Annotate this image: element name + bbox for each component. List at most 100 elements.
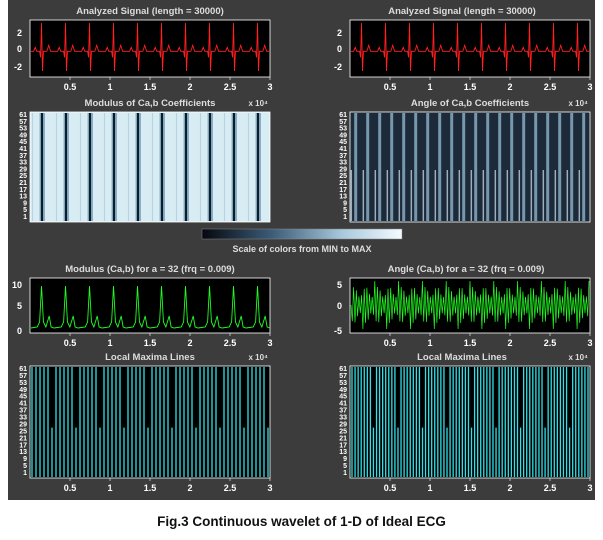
- scale-tick-label: 5: [23, 463, 27, 470]
- x-tick-label: 1.5: [464, 338, 477, 348]
- x-tick-label: 1.5: [144, 483, 157, 493]
- coeff-band-light: [151, 113, 154, 221]
- scale-tick-label: 41: [339, 146, 347, 153]
- signal-left-title: Analyzed Signal (length = 30000): [76, 6, 224, 17]
- angle-band: [378, 113, 382, 221]
- scale-tick-label: 29: [339, 421, 347, 428]
- signal-left-ytick: 2: [17, 28, 22, 38]
- angle-band-low: [362, 170, 365, 221]
- modulus-line: [30, 285, 271, 329]
- coeff-band-light: [79, 113, 82, 221]
- modulus-line-xticks: 0.5 1 1.5 2 2.5 3: [64, 333, 273, 348]
- angle-band: [510, 113, 514, 221]
- angle-band: [354, 113, 358, 221]
- angle-band-low: [530, 170, 533, 221]
- angle-band: [462, 113, 466, 221]
- angle-band-low: [422, 170, 425, 221]
- x-tick-label: 0.5: [64, 483, 77, 493]
- scale-tick-label: 13: [19, 449, 27, 456]
- scale-tick-label: 9: [343, 456, 347, 463]
- scale-tick-label: 57: [339, 373, 347, 380]
- maxima-right-plot: [349, 365, 591, 479]
- angle-band-low: [482, 170, 485, 221]
- signal-right-ytick: 0: [337, 44, 342, 54]
- scale-tick-label: 17: [19, 442, 27, 449]
- scale-tick-label: 61: [19, 112, 27, 119]
- modulus-line-ytick: 0: [17, 326, 22, 336]
- scale-tick-label: 49: [339, 132, 347, 139]
- modulus-line-ytick: 5: [17, 301, 22, 311]
- angle-band: [486, 113, 490, 221]
- x-tick-label: 2: [507, 338, 512, 348]
- coeff-band-core: [185, 113, 187, 221]
- angle-line-ytick: 5: [337, 280, 342, 290]
- x-tick-label: 1: [107, 338, 112, 348]
- x-tick-label: 1: [427, 338, 432, 348]
- x-tick-label: 1: [107, 483, 112, 493]
- angle-line-ytick: 0: [337, 301, 342, 311]
- x-tick-label: 1: [427, 483, 432, 493]
- scale-tick-label: 17: [19, 187, 27, 194]
- scale-tick-label: 33: [19, 415, 27, 422]
- signal-left-trace: [31, 22, 270, 72]
- angle-band-low: [578, 170, 581, 221]
- angle-band-low: [350, 170, 353, 221]
- angle-band-low: [518, 170, 521, 221]
- x-tick-label: 2.5: [224, 483, 237, 493]
- scale-tick-label: 17: [339, 442, 347, 449]
- coeff-band-core: [233, 113, 235, 221]
- coeff-band-core: [41, 113, 43, 221]
- modulus-line-ytick: 10: [12, 280, 22, 290]
- angle-coeff-plot: [349, 111, 591, 223]
- modulus-line-title: Modulus (Ca,b) for a = 32 (frq = 0.009): [65, 264, 234, 275]
- x-tick-label: 3: [267, 483, 272, 493]
- signal-right-trace: [351, 22, 590, 72]
- angle-band: [426, 113, 430, 221]
- scale-tick-label: 57: [19, 119, 27, 126]
- scale-tick-label: 25: [19, 173, 27, 180]
- angle-band: [582, 113, 586, 221]
- x-tick-label: 0.5: [384, 82, 397, 92]
- modulus-line-plot: [29, 277, 271, 334]
- maxima-right-exponent: x 10⁴: [568, 353, 588, 362]
- scale-tick-label: 29: [19, 166, 27, 173]
- signal-left-ytick: -2: [14, 62, 22, 72]
- x-tick-label: 2.5: [224, 338, 237, 348]
- x-tick-label: 3: [267, 338, 272, 348]
- scale-tick-label: 37: [19, 408, 27, 415]
- angle-coeff-image: [350, 113, 586, 221]
- scale-tick-label: 5: [23, 207, 27, 214]
- scale-tick-label: 9: [343, 200, 347, 207]
- scale-tick-label: 33: [339, 415, 347, 422]
- scale-tick-label: 1: [343, 470, 347, 477]
- color-scale-bar: [201, 228, 403, 240]
- scale-tick-label: 37: [339, 153, 347, 160]
- angle-line-trace: [350, 280, 590, 330]
- scale-tick-label: 61: [19, 366, 27, 373]
- scale-tick-label: 41: [19, 146, 27, 153]
- angle-band-low: [458, 170, 461, 221]
- coeff-band-core: [113, 113, 115, 221]
- angle-line: [350, 280, 590, 330]
- angle-band-low: [470, 170, 473, 221]
- scale-tick-label: 45: [339, 139, 347, 146]
- x-tick-label: 2.5: [544, 338, 557, 348]
- angle-coeff-title: Angle of Ca,b Coefficients: [411, 98, 529, 109]
- coeff-band-light: [247, 113, 250, 221]
- x-tick-label: 1.5: [464, 82, 477, 92]
- signal-left-plot: [29, 19, 271, 78]
- angle-band: [390, 113, 394, 221]
- signal-right-ytick: -2: [334, 62, 342, 72]
- color-scale-label: Scale of colors from MIN to MAX: [232, 244, 371, 254]
- angle-line-title: Angle (Ca,b) for a = 32 (frq = 0.009): [388, 264, 545, 275]
- coeff-band-light: [55, 113, 58, 221]
- coeff-band-core: [65, 113, 67, 221]
- angle-band: [474, 113, 478, 221]
- coeff-band-core: [257, 113, 259, 221]
- angle-band-low: [434, 170, 437, 221]
- coeff-band-light: [31, 113, 34, 221]
- scale-tick-label: 37: [19, 153, 27, 160]
